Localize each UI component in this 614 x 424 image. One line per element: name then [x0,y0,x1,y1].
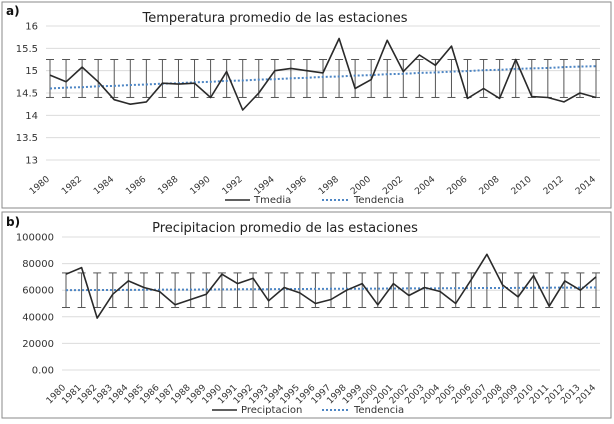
panel-b-gridlines [62,236,600,371]
a-error-bar [383,59,392,98]
b-error-bar [498,272,507,308]
a-error-bar [335,59,344,98]
b-error-bar [124,272,133,308]
panel-b-y-tick-labels: 0.00 20000 40000 60000 80000 100000 [16,233,54,377]
a-error-bar [158,59,167,98]
panel-b-letter: b) [6,215,20,229]
b-y-tick-label: 80000 [22,259,54,270]
a-error-bar [190,59,199,98]
panel-a-error-bars [46,59,600,98]
a-error-bar [319,59,327,98]
a-error-bar [62,59,71,98]
a-error-bar [222,59,231,98]
a-error-bar [46,59,54,98]
b-error-bar [373,272,382,308]
panel-b-frame [1,211,612,419]
b-error-bar [482,272,491,308]
a-error-bar [238,59,247,98]
panel-b-precipitation: b) Precipitacion promedio de las estacio… [1,211,612,419]
b-error-bar [592,272,600,308]
a-error-bar [415,59,424,98]
panel-a-trend-line [49,65,597,90]
a-error-bar [94,59,103,98]
b-y-tick-label: 0.00 [32,366,54,377]
b-error-bar [545,272,554,308]
a-y-tick-label: 15.5 [16,44,38,55]
a-error-bar [254,59,263,98]
a-error-bar [575,59,584,98]
legend-tendencia-label: Tendencia [353,195,404,206]
a-y-tick-label: 13 [25,156,38,167]
a-y-tick-label: 13.5 [16,133,38,144]
b-y-tick-label: 20000 [22,339,54,350]
b-error-bar [389,272,398,308]
b-error-bar [108,272,117,308]
b-error-bar [295,272,304,308]
a-y-tick-label: 14 [25,111,38,122]
panel-b-x-tick-labels: 1980198119821983198419851986198719881989… [45,383,598,406]
a-error-bar [479,59,488,98]
b-error-bar [233,272,242,308]
panel-a-frame [1,1,612,209]
a-y-tick-label: 14.5 [16,89,38,100]
panel-a-y-tick-labels: 13 13.5 14 14.5 15 15.5 16 [16,22,38,167]
panel-a-title: Temperatura promedio de las estaciones [141,11,407,26]
panel-a-temperature: a) Temperatura promedio de las estacione… [1,1,612,209]
b-error-bar [280,272,289,308]
a-error-bar [142,59,151,98]
b-y-tick-label: 40000 [22,312,54,323]
a-error-bar [78,59,87,98]
b-error-bar [436,272,445,308]
panel-b-precipitation-line [65,253,597,319]
a-error-bar [351,59,360,98]
b-error-bar [514,272,523,308]
a-y-tick-label: 16 [25,22,38,33]
a-error-bar [174,59,183,98]
a-error-bar [399,59,408,98]
panel-b-title: Precipitacion promedio de las estaciones [152,221,418,236]
legend-precipitacion-label: Preciptacion [241,405,302,416]
legend-tendencia-b-label: Tendencia [353,405,404,416]
b-error-bar [77,272,86,308]
b-error-bar [404,272,413,308]
b-error-bar [529,272,538,308]
b-error-bar [451,272,460,308]
panel-a-legend: Tmedia Tendencia [225,195,404,206]
b-error-bar [311,272,320,308]
b-y-tick-label: 100000 [16,233,54,244]
a-y-tick-label: 15 [25,66,38,77]
b-error-bar [560,272,569,308]
b-y-tick-label: 60000 [22,286,54,297]
a-error-bar [559,59,568,98]
panel-a-tmedia-line [49,37,597,111]
b-error-bar [358,272,367,308]
legend-tmedia-label: Tmedia [253,195,291,206]
panel-a-letter: a) [6,4,20,18]
b-error-bar [264,272,273,308]
b-error-bar [217,272,226,308]
a-error-bar [126,59,135,98]
b-error-bar [420,272,429,308]
b-error-bar [327,272,335,308]
a-error-bar [447,59,456,98]
panel-b-legend: Preciptacion Tendencia [212,405,404,416]
